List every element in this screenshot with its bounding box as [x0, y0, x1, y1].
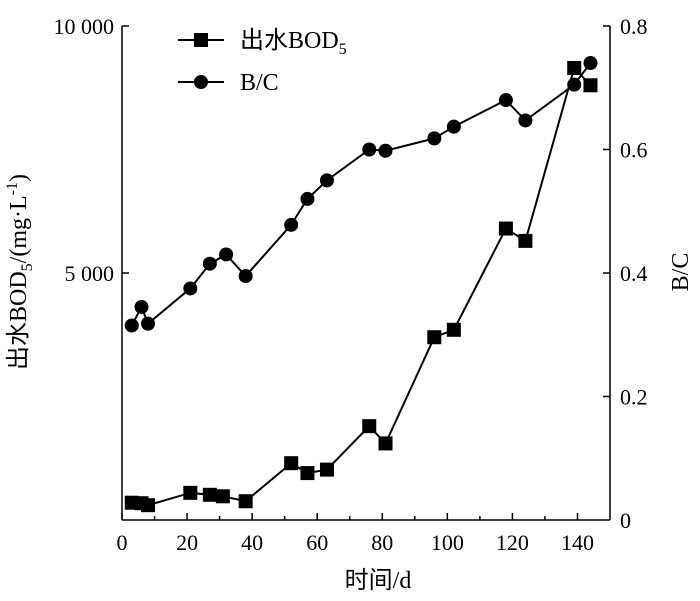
legend-label-subscript: 5: [339, 41, 347, 58]
bod-point: [498, 221, 513, 236]
bod-point: [427, 330, 442, 345]
y-right-tick-label: 0.8: [620, 14, 648, 39]
bc-point: [284, 217, 299, 232]
y-left-tick-label: 10 000: [54, 14, 115, 39]
bc-point: [219, 247, 234, 262]
bc-point: [134, 299, 149, 314]
bod-point: [362, 419, 377, 434]
y-left-title-sub: 5: [19, 263, 36, 271]
bc-point: [518, 113, 533, 128]
bc-point: [567, 77, 582, 92]
legend-label-1: 出水BOD5: [240, 27, 347, 58]
y-left-tick-label: 5 000: [65, 261, 115, 286]
legend-circle-marker: [194, 75, 208, 89]
x-tick-label: 140: [561, 530, 594, 555]
bc-point: [300, 191, 315, 206]
bc-point: [238, 269, 253, 284]
bc-point: [362, 142, 377, 157]
bod-point: [518, 233, 533, 248]
y-left-title-pre: 出水BOD: [5, 271, 32, 370]
bod-point: [567, 60, 582, 75]
bc-point: [378, 143, 393, 158]
y-left-axis-title: 出水BOD5/(mg·L-1): [4, 174, 36, 370]
bod-point: [583, 78, 598, 93]
bc-point: [319, 173, 334, 188]
axes: [121, 26, 611, 521]
y-left-title-post: ): [6, 174, 32, 182]
bod-point: [446, 322, 461, 337]
bc-point: [583, 56, 598, 71]
x-axis-title: 时间/d: [345, 567, 412, 594]
bc-point: [498, 93, 513, 108]
y-right-axis-title: B/C: [668, 253, 694, 292]
legend: 出水BOD5 B/C: [178, 27, 347, 96]
x-tick-label: 40: [241, 530, 263, 555]
y-left-title-mid: /(mg·L: [6, 195, 32, 263]
x-tick-label: 0: [117, 530, 128, 555]
series-line-1: [131, 66, 592, 507]
bod-point: [284, 456, 299, 471]
y-left-title-sup: -1: [4, 182, 21, 195]
legend-square-marker: [194, 33, 208, 47]
bc-point: [141, 316, 156, 331]
series-line-2: [130, 62, 592, 326]
bod-point: [202, 487, 217, 502]
bod-point: [378, 436, 393, 451]
legend-label-main: 出水BOD: [240, 27, 339, 54]
series: [124, 56, 598, 513]
bc-point: [183, 281, 198, 296]
bod-point: [319, 462, 334, 477]
y-right-tick-label: 0.2: [620, 385, 648, 410]
bod-point: [141, 498, 156, 513]
x-tick-label: 120: [496, 530, 529, 555]
bc-point: [446, 119, 461, 134]
bc-point: [124, 318, 139, 333]
bod-point: [183, 485, 198, 500]
y-right-tick-label: 0.4: [620, 261, 648, 286]
x-tick-label: 60: [306, 530, 328, 555]
x-tick-label: 20: [176, 530, 198, 555]
bod-point: [215, 489, 230, 504]
bc-point: [202, 256, 217, 271]
ticks: 0 20 40 60 80 100 120 140 5 000 10 000 0 0.2 0.4 0.6 0…: [54, 14, 648, 555]
legend-label-2: B/C: [240, 70, 279, 96]
bod-point: [300, 466, 315, 481]
y-right-tick-label: 0: [620, 508, 631, 533]
bod-point: [238, 494, 253, 509]
bc-point: [427, 131, 442, 146]
x-tick-label: 100: [431, 530, 464, 555]
y-right-tick-label: 0.6: [620, 138, 648, 163]
x-tick-label: 80: [371, 530, 393, 555]
